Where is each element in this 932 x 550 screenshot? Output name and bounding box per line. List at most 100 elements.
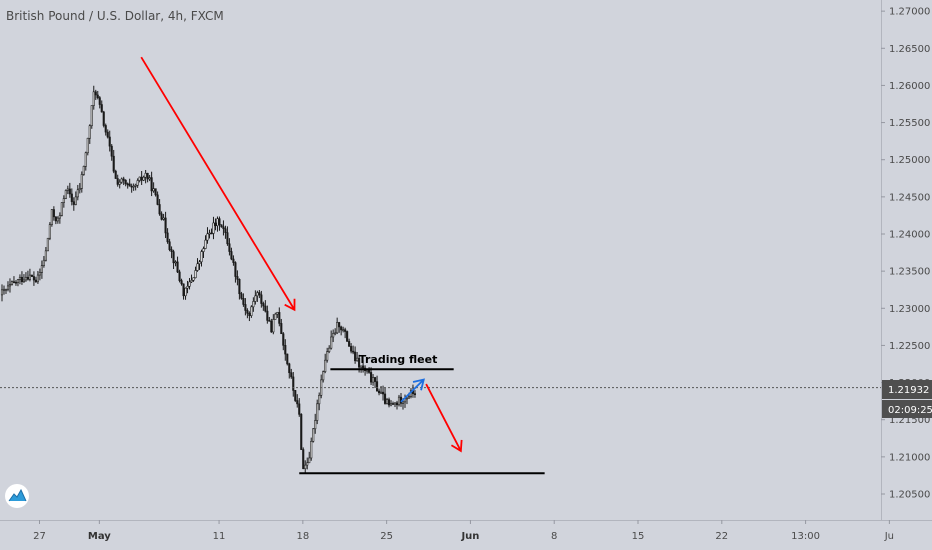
candle-body <box>44 250 47 261</box>
candle-body <box>298 403 301 415</box>
candle-body <box>34 279 37 283</box>
price-tick-label: 1.27000 <box>889 7 930 18</box>
candle-body <box>300 414 303 450</box>
candle-body <box>180 280 183 285</box>
current-price-label: 1.21932 <box>888 385 929 396</box>
candle-body <box>88 125 91 139</box>
price-tick-label: 1.23000 <box>889 304 930 315</box>
candle-body <box>262 303 265 307</box>
candle-body <box>282 333 285 346</box>
candle-body <box>240 293 243 299</box>
candle-body <box>248 312 251 316</box>
candle-body <box>0 289 4 296</box>
candle-body <box>140 176 143 181</box>
candle-body <box>62 198 65 203</box>
candle-body <box>224 228 227 233</box>
candle-body <box>184 287 187 297</box>
candle-body <box>192 277 195 281</box>
candle-body <box>142 176 145 181</box>
time-tick-label: May <box>88 531 111 542</box>
time-tick-label: 8 <box>551 531 557 542</box>
candle-body <box>246 310 249 314</box>
tradingview-logo-icon[interactable] <box>5 484 29 508</box>
candle-body <box>194 270 197 279</box>
candle-body <box>336 322 339 334</box>
candle-body <box>370 372 373 383</box>
candle-body <box>256 292 259 297</box>
candle-body <box>148 177 151 180</box>
price-tick-label: 1.20500 <box>889 490 930 501</box>
candle-body <box>222 226 225 230</box>
candle-body <box>326 351 329 361</box>
candle-body <box>274 313 277 320</box>
resistance-label: Trading fleet <box>359 353 438 366</box>
candle-body <box>100 104 103 113</box>
down-arrow-2-head <box>450 439 463 453</box>
candle-body <box>292 376 295 391</box>
candle-body <box>340 326 343 331</box>
candle-body <box>96 94 99 98</box>
candle-body <box>162 217 165 220</box>
candle-body <box>288 363 291 374</box>
time-tick-label: 13:00 <box>791 531 820 542</box>
candle-body <box>108 136 111 147</box>
candle-body <box>322 371 325 381</box>
time-axis[interactable]: 27 May 11 18 25 Jun 8 15 22 13:00 Ju <box>33 520 894 542</box>
candle-body <box>94 91 97 96</box>
candle-body <box>314 420 317 430</box>
price-tick-label: 1.21500 <box>889 415 930 426</box>
candle-body <box>330 336 333 349</box>
candle-body <box>68 188 71 195</box>
time-tick-label: Jun <box>460 531 479 542</box>
candle-body <box>270 320 273 333</box>
candle-body <box>38 272 41 276</box>
chart-title: British Pound / U.S. Dollar, 4h, FXCM <box>6 9 224 23</box>
candle-body <box>368 369 371 373</box>
candle-body <box>228 243 231 252</box>
candle-body <box>82 166 85 175</box>
candle-body <box>64 190 67 199</box>
candle-body <box>230 251 233 260</box>
candle-body <box>32 276 35 281</box>
candle-body <box>146 172 149 180</box>
candle-body <box>220 224 223 228</box>
candle-body <box>294 390 297 401</box>
candle-body <box>58 215 61 219</box>
candle-body <box>395 402 399 406</box>
candle-body <box>385 399 389 404</box>
candle-body <box>378 390 381 394</box>
candle-body <box>366 369 369 372</box>
candle-body <box>50 209 53 225</box>
candle-body <box>56 217 59 222</box>
candle-body <box>260 294 263 304</box>
candle-body <box>407 396 411 399</box>
candle-body <box>70 193 73 202</box>
candle-body <box>372 377 375 383</box>
down-arrow-1-head <box>284 298 296 312</box>
candle-body <box>154 188 157 196</box>
candle-body <box>104 125 107 133</box>
candle-body <box>405 397 409 400</box>
candle-body <box>358 357 361 368</box>
candle-body <box>234 262 237 277</box>
candle-body <box>74 196 77 205</box>
candle-body <box>202 248 205 252</box>
candle-body <box>190 280 193 283</box>
candle-body <box>114 170 117 179</box>
current-price-tag <box>882 380 932 399</box>
candle-body <box>76 189 79 198</box>
candle-body <box>254 295 257 302</box>
candles <box>0 85 417 474</box>
candle-body <box>250 306 253 316</box>
candle-body <box>20 276 23 282</box>
price-axis[interactable]: 1.27000 1.26500 1.26000 1.25500 1.25000 1.245… <box>881 7 930 501</box>
candle-body <box>352 350 355 353</box>
candle-body <box>156 194 159 205</box>
candle-body <box>356 357 359 362</box>
candle-body <box>170 249 173 252</box>
candle-body <box>186 285 189 289</box>
candle-body <box>24 276 27 281</box>
candle-body <box>136 180 139 186</box>
candle-body <box>36 274 39 283</box>
